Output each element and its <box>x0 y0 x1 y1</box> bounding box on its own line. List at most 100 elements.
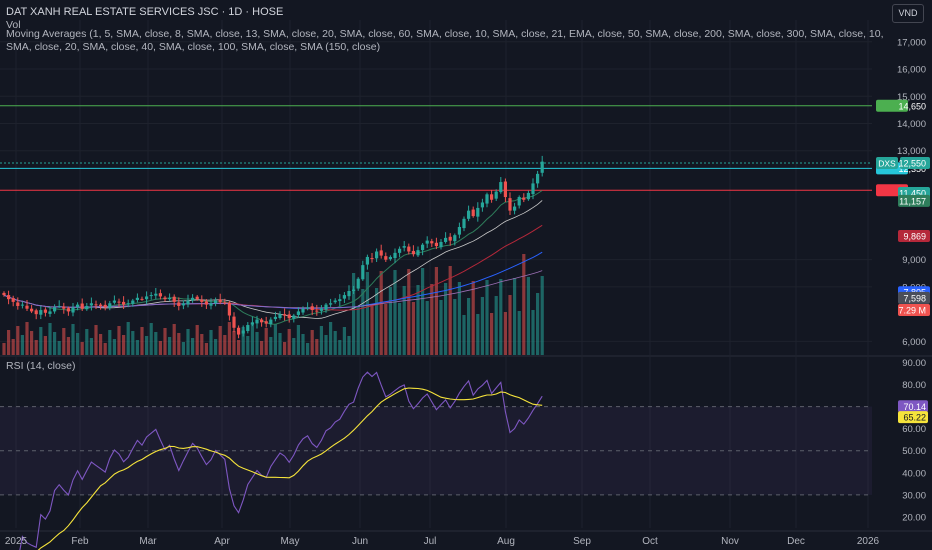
candle-body <box>453 235 457 242</box>
x-tick-label[interactable]: Apr <box>214 536 230 547</box>
currency-selector[interactable]: VND <box>892 4 924 23</box>
candle-body <box>71 307 75 313</box>
candle-body <box>531 183 535 195</box>
rsi-tick-label[interactable]: 40.00 <box>902 468 926 479</box>
candle-body <box>388 256 392 260</box>
x-tick-label[interactable]: Aug <box>497 536 515 547</box>
candle-body <box>536 173 540 184</box>
volume-bar <box>131 331 135 355</box>
candle-body <box>462 218 466 229</box>
candle-body <box>306 307 310 309</box>
candle-body <box>39 310 43 315</box>
price-tick-label[interactable]: 14,000 <box>897 119 926 130</box>
candle-body <box>80 303 84 309</box>
candle-body <box>177 302 181 306</box>
candle-body <box>2 292 6 296</box>
rsi-tick-label[interactable]: 90.00 <box>902 358 926 369</box>
rsi-tick-label[interactable]: 80.00 <box>902 380 926 391</box>
volume-bar <box>393 270 397 355</box>
rsi-tick-label[interactable]: 30.00 <box>902 490 926 501</box>
candle-body <box>131 300 135 304</box>
volume-bar <box>246 336 250 355</box>
volume-bar <box>80 342 84 355</box>
moving-averages <box>3 190 543 325</box>
rsi-band-area <box>0 406 872 496</box>
candle-body <box>301 308 305 313</box>
volume-bar <box>126 322 130 355</box>
volume-bar <box>195 325 199 355</box>
volume-legend[interactable]: Vol <box>6 19 21 31</box>
price-tick-label[interactable]: 13,000 <box>897 146 926 157</box>
volume-bar <box>522 254 526 355</box>
candle-body <box>365 256 369 265</box>
x-tick-label[interactable]: Jun <box>352 536 368 547</box>
volume-bar <box>467 298 471 355</box>
rsi-tick-label[interactable]: 50.00 <box>902 446 926 457</box>
candle-body <box>103 304 107 308</box>
volume-bar <box>421 268 425 355</box>
candle-body <box>287 314 291 319</box>
price-badge <box>898 230 930 243</box>
rsi-panel <box>19 371 543 550</box>
candle-body <box>540 161 544 173</box>
candle-body <box>62 306 66 309</box>
volume-bar <box>39 327 43 355</box>
time-axis[interactable]: 2025 Feb Mar Apr May Jun Jul Aug Sep Oct Nov Dec 202… <box>5 536 880 547</box>
price-axis[interactable]: 17,00016,00015,00014,00013,0009,0008,000… <box>876 37 930 523</box>
candle-body <box>145 296 149 300</box>
moving-averages-legend[interactable]: Moving Averages (1, 5, SMA, close, 8, SM… <box>6 28 884 53</box>
candle-body <box>195 296 199 300</box>
candle-body <box>135 297 139 300</box>
volume-bar <box>250 323 254 355</box>
volume-bar <box>370 305 374 355</box>
price-tick-label[interactable]: 9,000 <box>902 255 926 266</box>
rsi-legend[interactable]: RSI (14, close) <box>6 360 76 372</box>
volume-bar <box>471 281 475 355</box>
volume-bar <box>283 342 287 355</box>
candle-body <box>480 202 484 208</box>
price-tick-label[interactable]: 6,000 <box>902 337 926 348</box>
candle-body <box>319 308 323 311</box>
candle-body <box>485 194 489 204</box>
candle-body <box>434 242 438 247</box>
x-tick-label[interactable]: Jul <box>424 536 437 547</box>
x-tick-label[interactable]: Nov <box>721 536 739 547</box>
price-tick-label[interactable]: 16,000 <box>897 65 926 76</box>
rsi-tick-label[interactable]: 60.00 <box>902 424 926 435</box>
x-tick-label[interactable]: Oct <box>642 536 658 547</box>
x-tick-label[interactable]: Dec <box>787 536 805 547</box>
volume-bar <box>526 277 530 355</box>
candle-body <box>494 191 498 199</box>
x-tick-label[interactable]: 2026 <box>857 536 880 547</box>
candle-body <box>154 293 158 296</box>
price-level-label: 14,650 <box>898 101 926 111</box>
volume-bar <box>241 327 245 355</box>
volume-bar <box>536 293 540 355</box>
x-tick-label[interactable]: May <box>281 536 300 547</box>
volume-bar <box>480 297 484 355</box>
x-tick-label[interactable]: Feb <box>71 536 89 547</box>
volume-bar <box>20 335 24 355</box>
volume-bar <box>411 302 415 355</box>
rsi-ma-line <box>37 387 543 550</box>
candle-body <box>508 198 512 211</box>
x-tick-label[interactable]: Mar <box>139 536 157 547</box>
candle-body <box>191 297 195 301</box>
candle-body <box>522 197 526 200</box>
rsi-tick-label[interactable]: 20.00 <box>902 512 926 523</box>
price-badge-label: 11,450 <box>899 188 926 198</box>
volume-bar <box>71 324 75 355</box>
candle-body <box>273 316 277 320</box>
volume-bar <box>416 285 420 355</box>
candle-body <box>421 244 425 251</box>
price-badge-label: 9,869 <box>903 232 926 242</box>
candle-body <box>503 181 507 198</box>
candle-body <box>513 206 517 211</box>
x-tick-label[interactable]: 2025 <box>5 536 28 547</box>
price-tick-label[interactable]: 17,000 <box>897 37 926 48</box>
x-tick-label[interactable]: Sep <box>573 536 591 547</box>
candle-body <box>94 304 98 306</box>
volume-bar <box>223 335 227 355</box>
ma-90-line <box>3 270 543 309</box>
price-tick-label[interactable]: 15,000 <box>897 92 926 103</box>
